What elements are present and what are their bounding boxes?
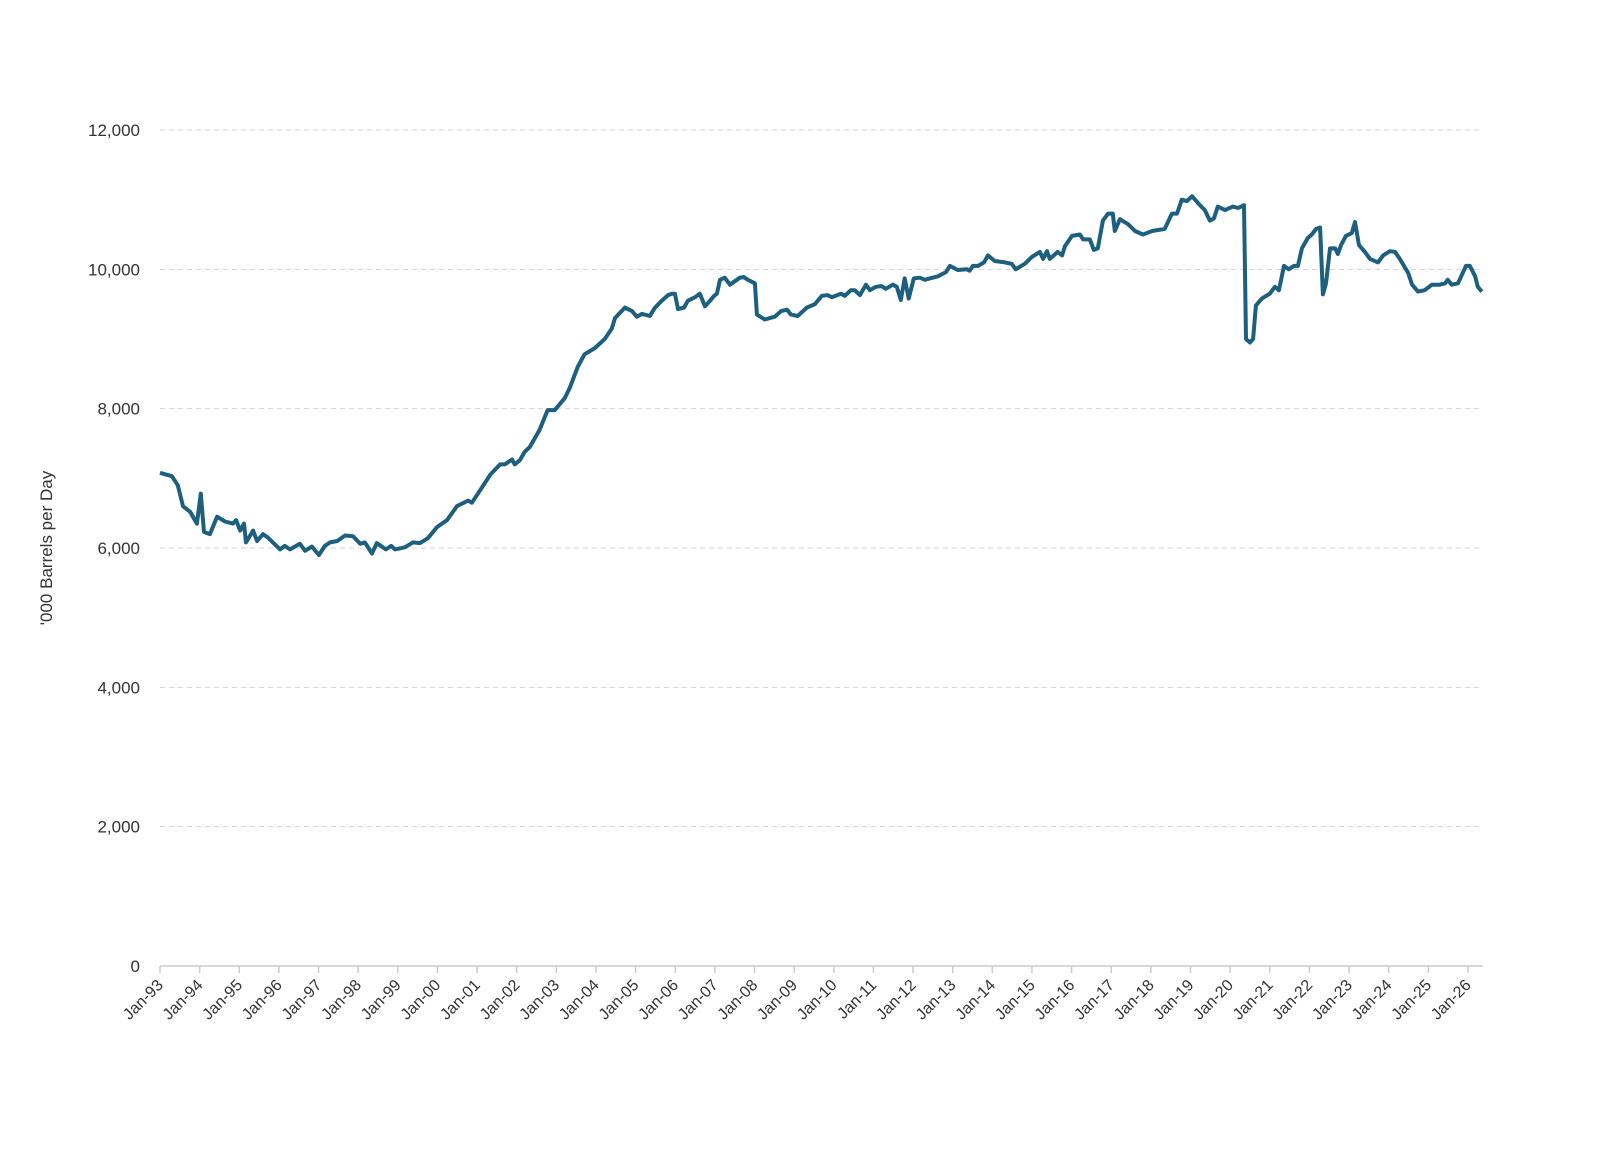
x-tick-label: Jan-14 [953,977,1000,1024]
x-tick-label: Jan-94 [160,977,207,1024]
x-tick-label: Jan-05 [596,977,643,1024]
x-tick-label: Jan-04 [556,977,603,1024]
x-tick-label: Jan-93 [120,977,167,1024]
x-tick-label: Jan-06 [635,977,682,1024]
x-tick-label: Jan-07 [675,977,722,1024]
x-tick-label: Jan-96 [239,977,286,1024]
data-line [159,194,1484,557]
x-tick-label: Jan-11 [834,977,880,1023]
x-tick-label: Jan-18 [1111,977,1158,1024]
y-tick-label: 0 [131,957,140,976]
y-axis-label: '000 Barrels per Day [37,470,56,625]
x-tick-label: Jan-02 [477,977,524,1024]
x-tick-label: Jan-16 [1032,977,1079,1024]
y-tick-label: 6,000 [97,539,140,558]
x-tick-label: Jan-20 [1190,977,1237,1024]
y-tick-label: 8,000 [97,400,140,419]
y-tick-label: 2,000 [97,818,140,837]
x-tick-label: Jan-09 [754,977,801,1024]
x-tick-label: Jan-25 [1389,977,1436,1024]
x-tick-label: Jan-17 [1071,977,1118,1024]
x-tick-label: Jan-12 [873,977,920,1024]
x-tick-label: Jan-98 [318,977,365,1024]
x-tick-label: Jan-24 [1349,977,1396,1024]
x-tick-label: Jan-10 [794,977,841,1024]
x-tick-label: Jan-01 [437,977,484,1024]
x-tick-label: Jan-95 [199,977,246,1024]
x-tick-label: Jan-03 [517,977,564,1024]
x-tick-label: Jan-08 [715,977,762,1024]
x-tick-label: Jan-97 [279,977,326,1024]
y-tick-label: 4,000 [97,678,140,697]
x-tick-label: Jan-19 [1151,977,1198,1024]
x-tick-label: Jan-23 [1309,977,1356,1024]
x-tick-label: Jan-26 [1428,977,1475,1024]
x-tick-label: Jan-13 [913,977,960,1024]
x-tick-label: Jan-15 [992,977,1039,1024]
x-tick-label: Jan-22 [1270,977,1317,1024]
x-tick-label: Jan-00 [398,977,445,1024]
y-tick-label: 12,000 [88,121,140,140]
y-tick-label: 10,000 [88,260,140,279]
x-tick-label: Jan-21 [1230,977,1277,1024]
x-tick-label: Jan-99 [358,977,405,1024]
